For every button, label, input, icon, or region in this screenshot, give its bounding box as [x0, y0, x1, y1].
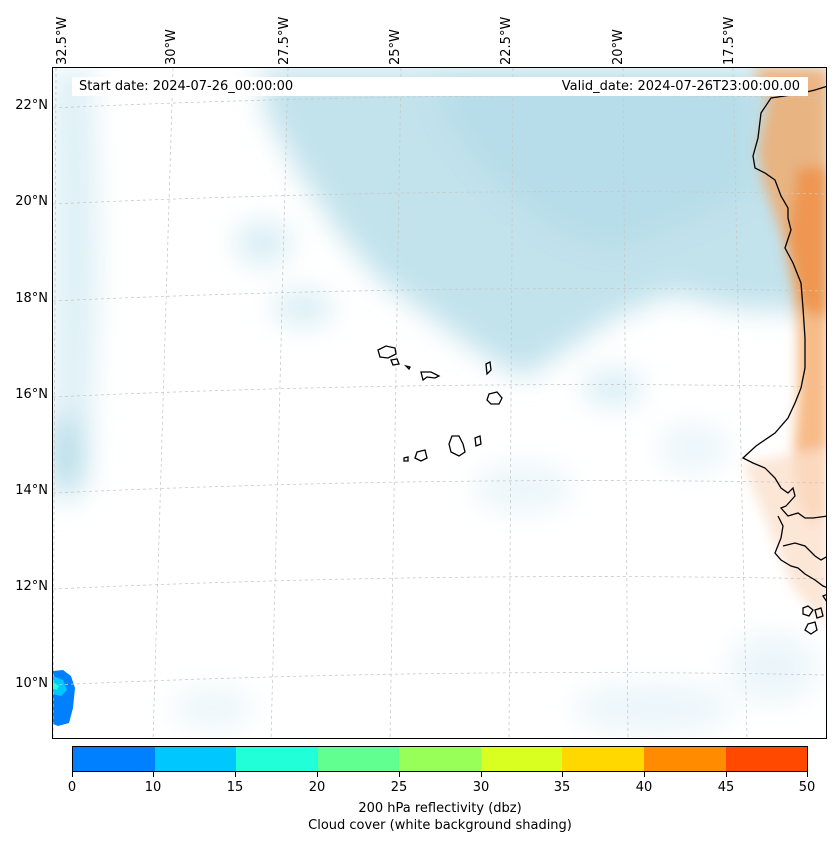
colorbar-segment — [317, 747, 400, 771]
colorbar-segment — [643, 747, 726, 771]
cloud-patch — [235, 221, 291, 265]
reflectivity-cell-core — [53, 682, 59, 690]
bissagos-islands — [822, 594, 826, 602]
colorbar-tick-label: 30 — [472, 780, 490, 795]
colorbar-tick — [235, 772, 236, 777]
brava-island — [403, 456, 409, 462]
colorbar-tick-label: 20 — [308, 780, 326, 795]
santiago-island — [448, 435, 466, 457]
graticule — [53, 68, 826, 738]
colorbar-tick-label: 10 — [144, 780, 162, 795]
cloud-patch — [273, 290, 333, 326]
cloud-patch — [573, 683, 733, 733]
colorbar-tick — [72, 772, 73, 777]
colorbar-tick-label: 50 — [798, 780, 816, 795]
lon-label: 22.5°W — [499, 16, 514, 65]
cloud-patch — [583, 370, 643, 406]
colorbar-segment — [399, 747, 481, 771]
header-strip — [72, 77, 808, 96]
sal-island — [485, 361, 492, 376]
colorbar-tick — [399, 772, 400, 777]
colorbar-tick-label: 15 — [226, 780, 244, 795]
cloud-patch — [473, 463, 573, 513]
sao-vicente-island — [390, 358, 400, 366]
start-date-label: Start date: 2024-07-26_00:00:00 — [79, 79, 294, 94]
colorbar-tick-label: 25 — [390, 780, 408, 795]
maio-island — [474, 435, 482, 447]
valid-date-label: Valid_date: 2024-07-26T23:00:00.00 — [561, 79, 800, 94]
land-shading-layer — [743, 68, 826, 626]
cloud-west-edge — [53, 68, 98, 508]
lon-label: 17.5°W — [722, 16, 737, 65]
colorbar-tick — [153, 772, 154, 777]
colorbar-tick — [644, 772, 645, 777]
coastlines — [741, 85, 826, 635]
santa-luzia-island — [403, 364, 411, 371]
lat-label: 12°N — [15, 579, 48, 594]
santo-antao-island — [377, 345, 397, 359]
lat-label: 16°N — [15, 387, 48, 402]
gambia-coast — [774, 515, 826, 588]
guinea-bissau-coast — [782, 542, 826, 561]
colorbar-tick — [562, 772, 563, 777]
cloud-cover-layer — [53, 68, 826, 733]
colorbar-tick — [317, 772, 318, 777]
bissagos-islands — [802, 605, 814, 617]
colorbar-tick — [481, 772, 482, 777]
colorbar-tick-label: 35 — [553, 780, 571, 795]
colorbar-segment — [73, 747, 155, 771]
lon-label: 25°W — [388, 29, 403, 65]
colorbar-segment — [725, 747, 808, 771]
lat-label: 10°N — [15, 676, 48, 691]
land-shading-south — [743, 448, 826, 626]
lat-label: 14°N — [15, 483, 48, 498]
cape-verde-islands — [377, 345, 503, 462]
africa-coastline — [741, 85, 826, 519]
cloud-patch — [173, 688, 253, 728]
colorbar-label: 200 hPa reflectivity (dbz) — [358, 801, 522, 816]
cloud-patch — [53, 413, 81, 493]
colorbar-tick — [807, 772, 808, 777]
colorbar-tick-label: 45 — [717, 780, 735, 795]
bissagos-islands — [804, 621, 818, 635]
colorbar-segment — [154, 747, 237, 771]
lat-label: 18°N — [15, 291, 48, 306]
lon-label: 32.5°W — [55, 16, 70, 65]
lon-label: 27.5°W — [277, 16, 292, 65]
colorbar-segment — [236, 747, 318, 771]
map-panel[interactable] — [52, 67, 827, 739]
colorbar-sublabel: Cloud cover (white background shading) — [308, 818, 572, 833]
colorbar-segment — [480, 747, 563, 771]
sao-nicolau-island — [420, 371, 441, 382]
lat-label: 20°N — [15, 194, 48, 209]
lat-label: 22°N — [15, 98, 48, 113]
lon-label: 30°W — [164, 29, 179, 65]
colorbar-tick-label: 40 — [635, 780, 653, 795]
land-shading-strong — [788, 168, 826, 318]
colorbar — [72, 746, 808, 772]
bissagos-islands — [814, 607, 824, 619]
map-canvas — [53, 68, 826, 738]
cloud-patch — [658, 423, 728, 473]
reflectivity-cell-inner — [53, 676, 67, 696]
fogo-island — [414, 449, 428, 462]
lon-label: 20°W — [611, 29, 626, 65]
cloud-patch — [728, 633, 818, 703]
colorbar-segment — [562, 747, 644, 771]
colorbar-tick — [726, 772, 727, 777]
colorbar-tick-label: 0 — [67, 780, 77, 795]
boa-vista-island — [486, 391, 503, 405]
